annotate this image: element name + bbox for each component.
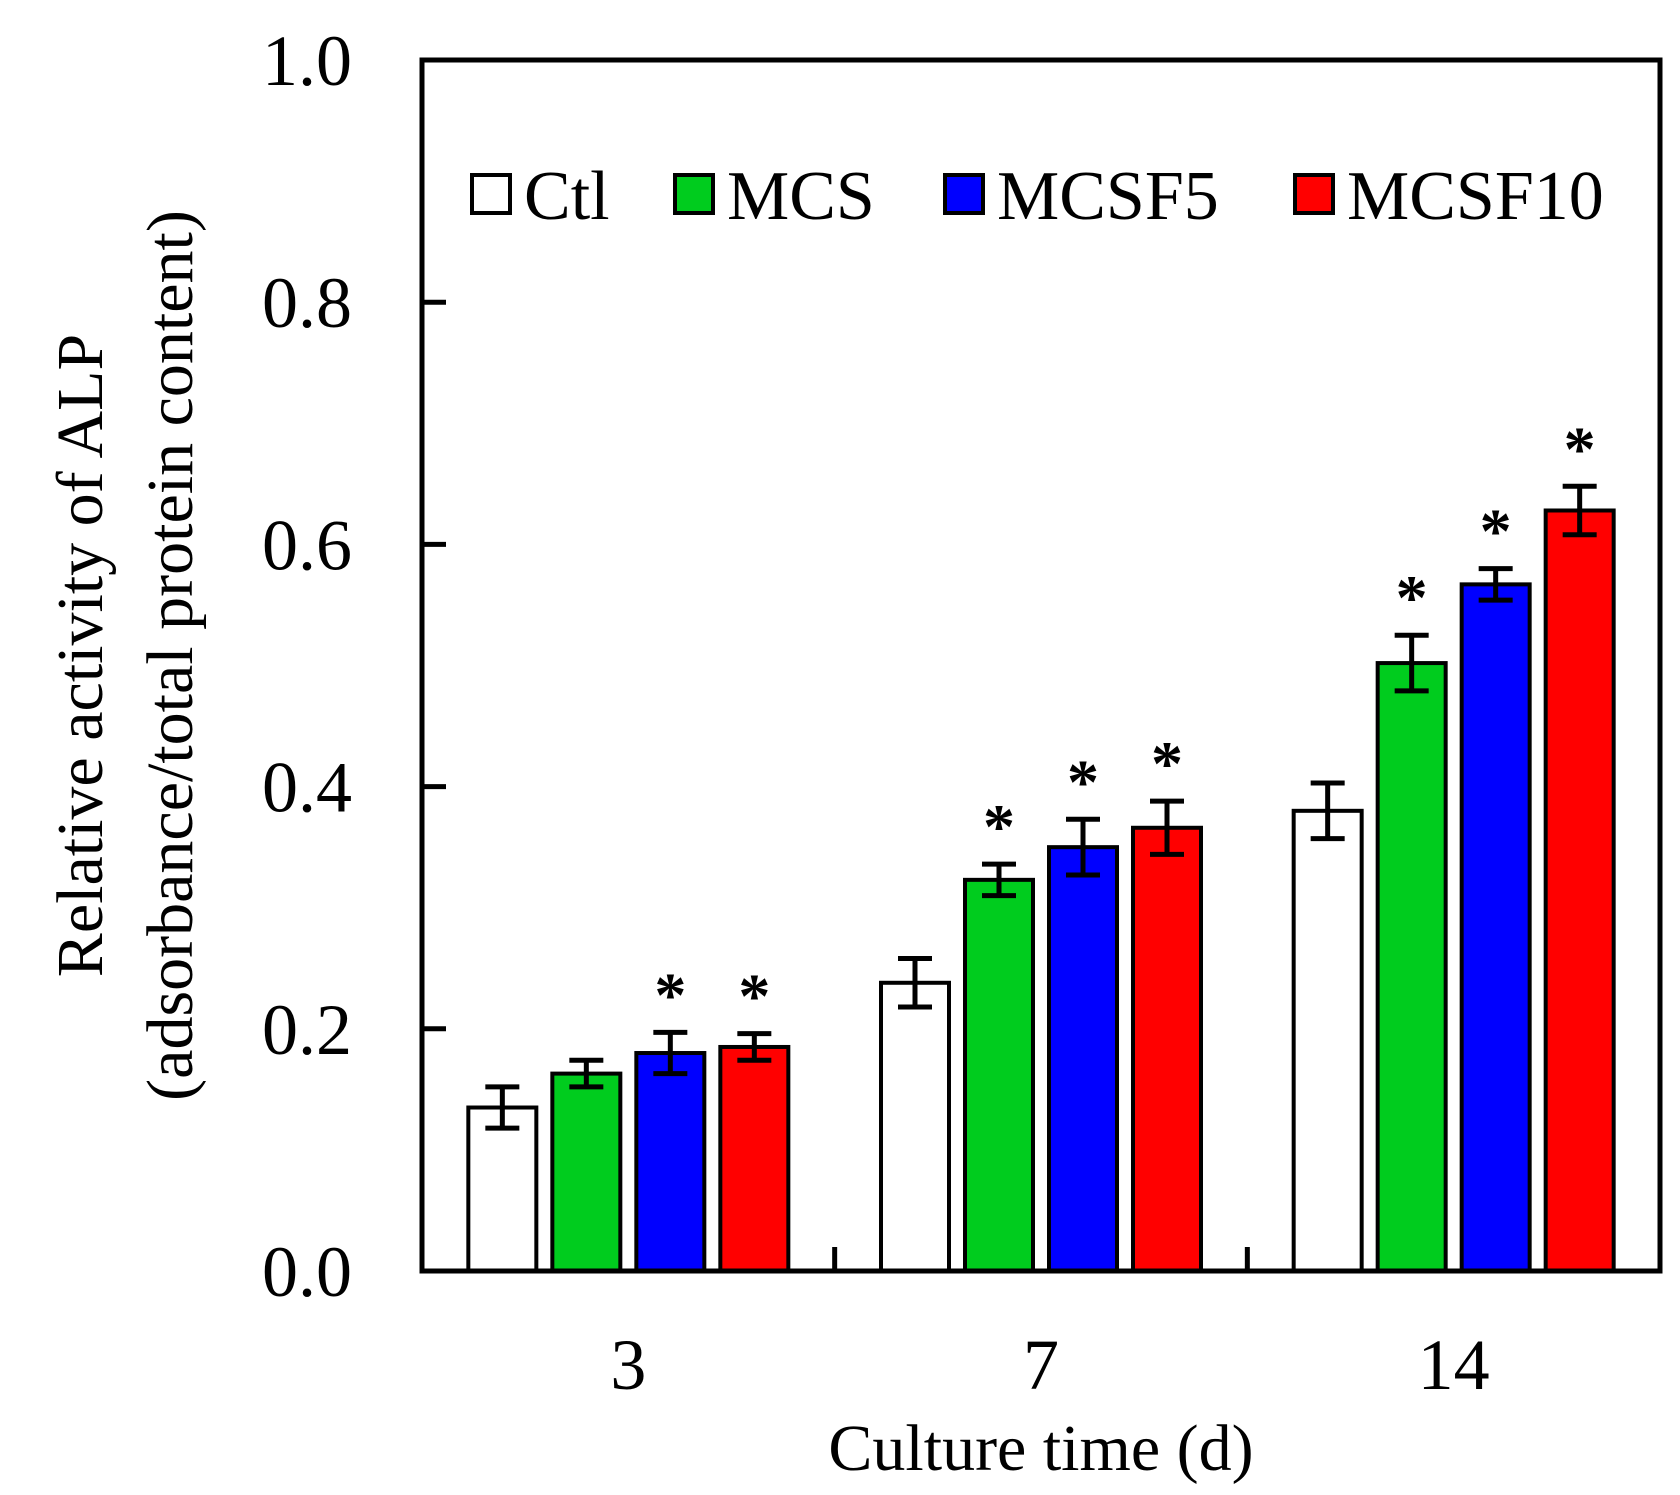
bar-mcsf5-day3 [634, 1051, 707, 1274]
legend-label-mcs: MCS [727, 158, 875, 235]
legend-label-mcsf10: MCSF10 [1347, 158, 1604, 235]
x-tick-label: 7 [1023, 1325, 1059, 1405]
y-axis-title-line2: (adsorbance/total protein content) [134, 210, 207, 1101]
legend-label-mcsf5: MCSF5 [997, 158, 1219, 235]
bar-ctl-day14 [1291, 808, 1364, 1273]
significance-star: * [1151, 728, 1183, 799]
significance-star: * [1564, 413, 1596, 484]
bars-layer [466, 508, 1616, 1274]
bar-mcsf5-day7 [1047, 845, 1119, 1274]
y-tick-label: 0.2 [262, 990, 352, 1070]
y-tick-label: 1.0 [262, 21, 352, 101]
y-tick-label: 0.8 [262, 263, 352, 343]
bar-mcsf10-day14 [1543, 508, 1616, 1273]
y-tick-label: 0.0 [262, 1232, 352, 1312]
bar-mcs-day7 [963, 877, 1035, 1273]
x-axis-title: Culture time (d) [828, 1412, 1253, 1485]
significance-star: * [654, 959, 686, 1030]
legend: Ctl MCS MCSF5 MCSF10 [470, 158, 1604, 235]
significance-star: * [1480, 496, 1512, 567]
significance-star: * [1067, 746, 1099, 817]
bar-mcsf10-day3 [718, 1044, 791, 1273]
legend-swatch-ctl [470, 173, 512, 215]
ticks-layer: 0.0 0.2 0.4 0.6 0.8 1.0 3 7 14 [262, 21, 1490, 1405]
significance-star: * [983, 791, 1015, 862]
significance-star: * [738, 961, 770, 1032]
bar-mcsf5-day14 [1459, 582, 1532, 1273]
bar-ctl-day3 [466, 1105, 539, 1274]
error-bars-layer [485, 483, 1597, 1131]
significance-star: * [1396, 562, 1428, 633]
significance-markers-layer: * * * * * * * * [654, 413, 1595, 1031]
x-tick-label: 3 [610, 1325, 646, 1405]
bar-mcs-day3 [550, 1071, 623, 1274]
y-tick-label: 0.6 [262, 505, 352, 585]
bar-mcs-day14 [1375, 661, 1448, 1273]
legend-label-ctl: Ctl [524, 158, 610, 235]
legend-swatch-mcsf10 [1293, 173, 1335, 215]
bar-ctl-day7 [879, 980, 951, 1273]
y-tick-label: 0.4 [262, 748, 352, 828]
y-axis-title-line1: Relative activity of ALP [44, 334, 117, 977]
bar-mcsf10-day7 [1131, 825, 1203, 1273]
legend-swatch-mcs [673, 173, 715, 215]
x-tick-label: 14 [1418, 1325, 1490, 1405]
legend-swatch-mcsf5 [943, 173, 985, 215]
plot-frame [419, 57, 1663, 1274]
